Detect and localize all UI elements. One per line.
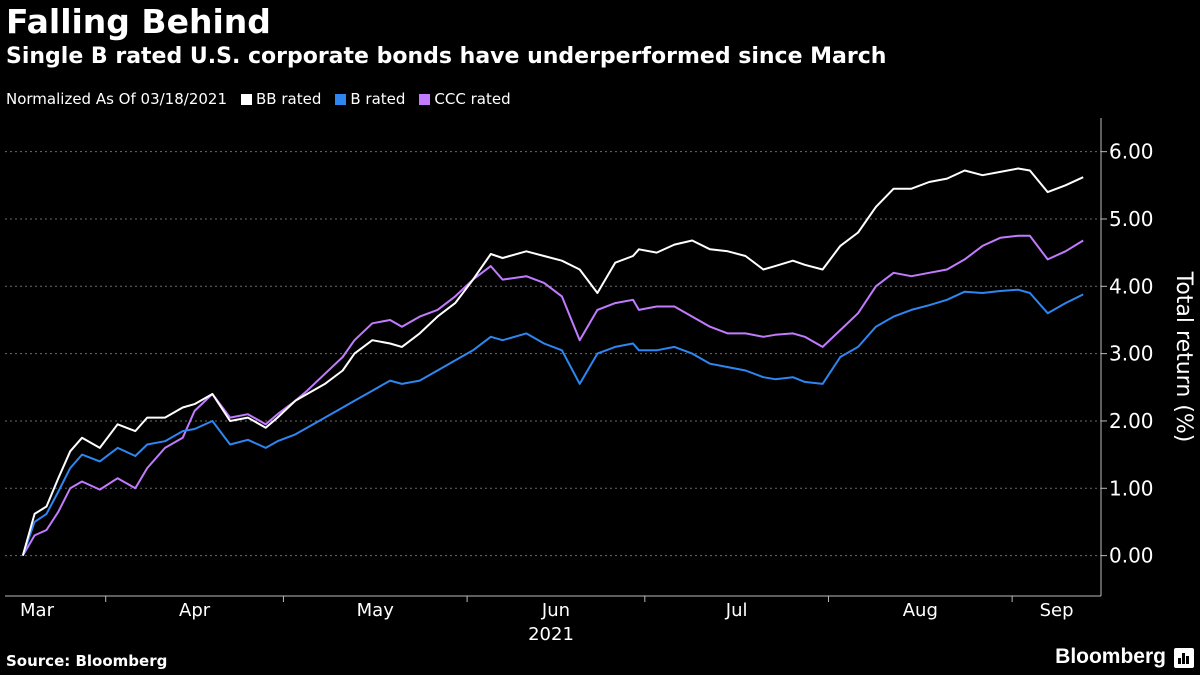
y-axis-title: Total return (%) (1171, 271, 1196, 443)
bloomberg-chart-icon (1174, 648, 1194, 668)
legend-label-b: B rated (350, 90, 406, 108)
bloomberg-logo: Bloomberg (1055, 645, 1166, 668)
legend-swatch-ccc (419, 93, 431, 105)
x-tick-label: Jun (541, 600, 570, 621)
y-tick-label: 3.00 (1109, 342, 1154, 366)
source-note: Source: Bloomberg (6, 652, 168, 670)
chart-subtitle: Single B rated U.S. corporate bonds have… (6, 44, 887, 69)
y-tick-label: 2.00 (1109, 409, 1154, 433)
legend: Normalized As Of 03/18/2021 BB rated B r… (6, 90, 525, 108)
x-axis-year-label: 2021 (528, 624, 574, 645)
chart-title: Falling Behind (6, 2, 271, 41)
y-tick-label: 4.00 (1109, 274, 1154, 298)
x-tick-label: Sep (1040, 600, 1074, 621)
legend-label-bb: BB rated (256, 90, 322, 108)
legend-swatch-bb (241, 93, 252, 105)
legend-item-b: B rated (335, 90, 405, 108)
x-tick-label: Jul (725, 600, 748, 621)
y-tick-label: 1.00 (1109, 476, 1154, 500)
legend-swatch-b (335, 93, 347, 105)
series-line-b (21, 288, 1084, 556)
y-tick-label: 0.00 (1109, 544, 1154, 568)
x-tick-label: Mar (20, 600, 55, 621)
legend-item-ccc: CCC rated (419, 90, 511, 108)
series-line-bb (21, 167, 1084, 556)
legend-note: Normalized As Of 03/18/2021 (6, 90, 227, 108)
y-tick-label: 6.00 (1109, 140, 1154, 164)
y-tick-label: 5.00 (1109, 207, 1154, 231)
series-line-ccc (21, 234, 1084, 557)
legend-label-ccc: CCC rated (434, 90, 511, 108)
legend-item-bb: BB rated (241, 90, 321, 108)
x-tick-label: May (357, 600, 395, 621)
x-tick-label: Aug (903, 600, 938, 621)
x-tick-label: Apr (179, 600, 211, 621)
